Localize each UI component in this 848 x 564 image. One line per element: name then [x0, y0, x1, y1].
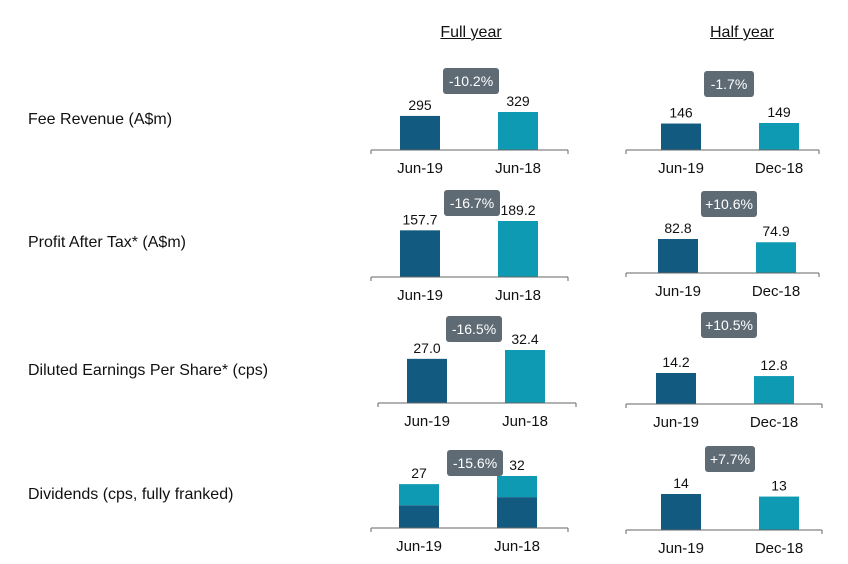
data-label: 157.7 [402, 211, 437, 227]
x-tick-label: Jun-19 [404, 413, 450, 430]
data-label: 189.2 [500, 202, 535, 218]
bar [756, 242, 796, 273]
change-badge [443, 68, 499, 94]
x-tick-label: Dec-18 [755, 160, 803, 177]
change-badge-label: -1.7% [711, 76, 748, 92]
data-label: 27.0 [413, 340, 440, 356]
bar-segment-lower [399, 505, 439, 528]
x-tick-label: Dec-18 [755, 540, 803, 557]
bar [661, 123, 701, 150]
x-tick-label: Dec-18 [752, 283, 800, 300]
bar [754, 376, 794, 404]
data-label: 295 [408, 97, 432, 113]
data-label: 32 [509, 457, 525, 473]
change-badge-label: +10.5% [705, 317, 753, 333]
change-badge [701, 191, 757, 217]
change-badge [447, 450, 503, 476]
change-badge [444, 190, 500, 216]
bar [759, 496, 799, 530]
x-tick-label: Jun-19 [397, 287, 443, 304]
data-label: 74.9 [762, 223, 789, 239]
change-badge-label: -15.6% [453, 455, 497, 471]
x-tick-label: Jun-19 [658, 540, 704, 557]
change-badge [446, 316, 502, 342]
bar-segment-upper [497, 476, 537, 498]
bar [400, 230, 440, 277]
data-label: 32.4 [511, 331, 538, 347]
data-label: 149 [767, 104, 791, 120]
data-label: 146 [669, 105, 693, 121]
x-tick-label: Jun-18 [502, 413, 548, 430]
change-badge-label: +7.7% [710, 451, 750, 467]
change-badge-label: -16.7% [450, 195, 494, 211]
bar [400, 115, 440, 150]
row-label-profit-after-tax: Profit After Tax* (A$m) [28, 234, 186, 251]
x-tick-label: Jun-19 [653, 414, 699, 431]
bar [498, 112, 538, 150]
bar [505, 350, 545, 403]
data-label: 12.8 [760, 357, 787, 373]
row-label-diluted-eps: Diluted Earnings Per Share* (cps) [28, 362, 269, 379]
bar-segment-upper [399, 484, 439, 506]
change-badge [701, 312, 757, 338]
x-tick-label: Jun-18 [494, 538, 540, 555]
change-badge [704, 71, 754, 97]
x-tick-label: Jun-19 [658, 160, 704, 177]
change-badge-label: -10.2% [449, 73, 493, 89]
bar [658, 239, 698, 273]
x-tick-label: Jun-19 [397, 160, 443, 177]
data-label: 329 [506, 93, 530, 109]
x-tick-label: Dec-18 [750, 414, 798, 431]
x-tick-label: Jun-19 [655, 283, 701, 300]
data-label: 27 [411, 465, 427, 481]
bar [759, 123, 799, 150]
half-year-header: Half year [709, 24, 775, 41]
bar [656, 373, 696, 404]
data-label: 14 [673, 475, 689, 491]
bar [498, 221, 538, 277]
change-badge-label: -16.5% [452, 321, 496, 337]
data-label: 14.2 [662, 354, 689, 370]
data-label: 82.8 [664, 220, 691, 236]
x-tick-label: Jun-18 [495, 287, 541, 304]
x-tick-label: Jun-19 [396, 538, 442, 555]
bar-segment-lower [497, 497, 537, 528]
full-year-header: Full year [440, 24, 502, 41]
data-label: 13 [771, 478, 787, 494]
row-label-fee-revenue: Fee Revenue (A$m) [28, 111, 173, 128]
bar [661, 494, 701, 530]
x-tick-label: Jun-18 [495, 160, 541, 177]
bar [407, 358, 447, 403]
change-badge [705, 446, 755, 472]
change-badge-label: +10.6% [705, 196, 753, 212]
row-label-dividends: Dividends (cps, fully franked) [28, 486, 234, 503]
